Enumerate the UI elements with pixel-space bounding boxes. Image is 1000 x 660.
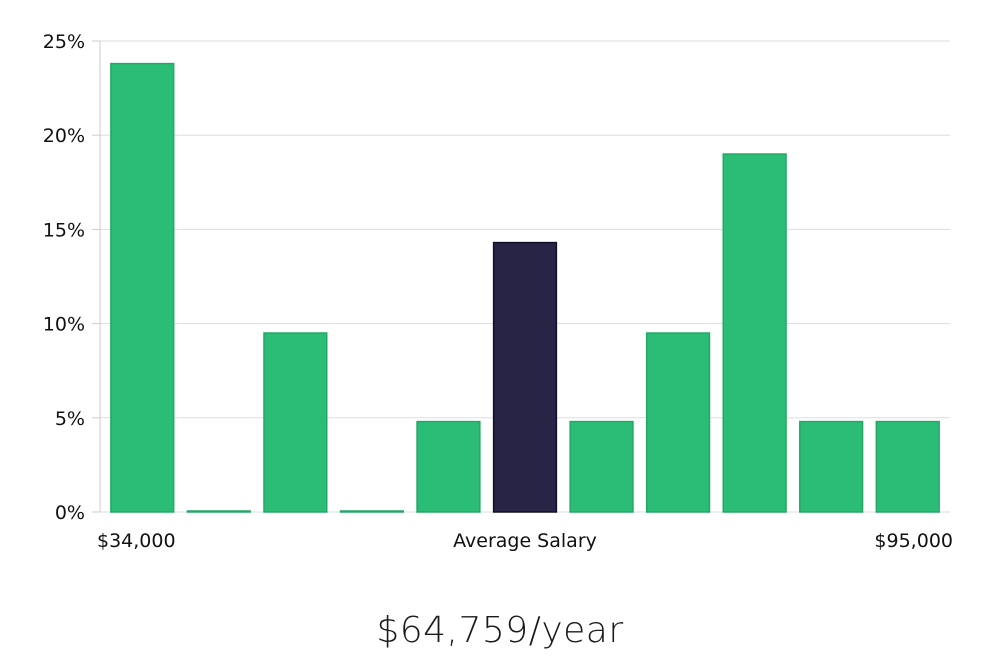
x-axis-max-label: $95,000 xyxy=(874,530,953,552)
y-tick-label: 25% xyxy=(43,31,85,53)
y-axis-ticks: 0% 5% 10% 15% 20% 25% xyxy=(43,31,101,524)
histogram-bar xyxy=(339,510,405,513)
histogram-bar xyxy=(645,332,711,513)
histogram-bar-average xyxy=(492,241,558,513)
histogram-svg: 0%5%10%15%20%25% $34,000 Average Salary … xyxy=(43,31,953,552)
x-axis-min-label: $34,000 xyxy=(97,530,176,552)
y-tick-label: 15% xyxy=(43,219,85,241)
y-tick-label: 0% xyxy=(55,502,85,524)
histogram-bar xyxy=(186,510,251,513)
y-tick-label: 20% xyxy=(43,125,85,147)
histogram-bar xyxy=(569,420,634,513)
histogram-bar xyxy=(722,153,787,513)
y-tick-label: 10% xyxy=(43,314,85,336)
x-axis-center-label: Average Salary xyxy=(453,530,597,552)
average-salary-value: $64,759/year xyxy=(376,610,624,651)
histogram-bar xyxy=(110,62,175,513)
y-tick-label: 5% xyxy=(55,408,85,430)
bar-layer xyxy=(110,62,940,513)
histogram-bar xyxy=(263,332,328,513)
histogram-bar xyxy=(416,420,481,513)
histogram-bar xyxy=(875,420,940,513)
histogram-bar xyxy=(799,420,864,513)
